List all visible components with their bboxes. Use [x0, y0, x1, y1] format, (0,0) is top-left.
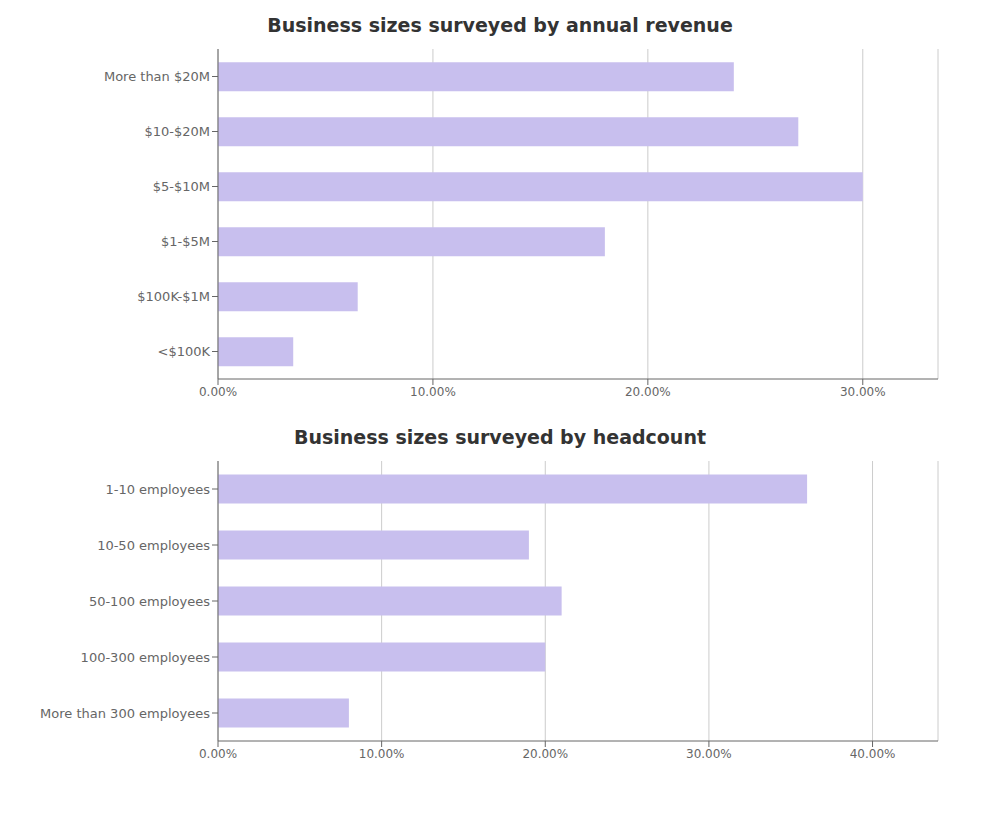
svg-text:0.00%: 0.00% [199, 385, 237, 399]
svg-text:40.00%: 40.00% [850, 747, 896, 761]
svg-text:100-300 employees: 100-300 employees [81, 650, 211, 665]
svg-text:10.00%: 10.00% [359, 747, 405, 761]
svg-text:10-50 employees: 10-50 employees [97, 538, 210, 553]
svg-text:20.00%: 20.00% [522, 747, 568, 761]
svg-text:$100K-$1M: $100K-$1M [137, 289, 210, 304]
svg-text:More than $20M: More than $20M [104, 69, 210, 84]
svg-text:30.00%: 30.00% [840, 385, 886, 399]
svg-text:$1-$5M: $1-$5M [161, 234, 210, 249]
svg-text:50-100 employees: 50-100 employees [89, 594, 210, 609]
svg-text:20.00%: 20.00% [625, 385, 671, 399]
svg-text:30.00%: 30.00% [686, 747, 732, 761]
svg-text:More than 300 employees: More than 300 employees [40, 706, 210, 721]
svg-text:$10-$20M: $10-$20M [144, 124, 210, 139]
html-text:Business sizes surveyed by ann: Business sizes surveyed by annual revenu… [267, 14, 733, 36]
svg-text:10.00%: 10.00% [410, 385, 456, 399]
svg-text:$5-$10M: $5-$10M [153, 179, 210, 194]
svg-text:1-10 employees: 1-10 employees [105, 482, 210, 497]
svg-text:0.00%: 0.00% [199, 747, 237, 761]
svg-text:<$100K: <$100K [157, 344, 210, 359]
html-text:Business sizes surveyed by hea: Business sizes surveyed by headcount [294, 426, 706, 448]
